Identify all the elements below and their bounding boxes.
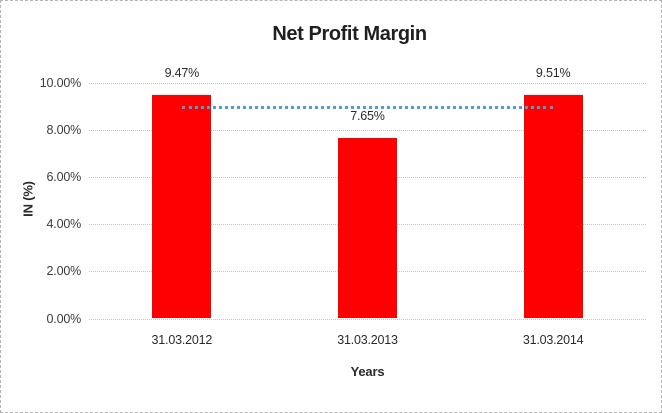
bar-31-03-2014 <box>523 94 583 319</box>
y-tick-label: 2.00% <box>46 264 82 279</box>
bar-31-03-2013 <box>338 138 397 319</box>
y-tick-label: 6.00% <box>46 170 82 185</box>
y-tick-label: 4.00% <box>46 217 82 232</box>
bar-data-label: 9.51% <box>535 65 571 80</box>
x-tick-label: 31.03.2013 <box>337 333 398 347</box>
y-tick-label: 8.00% <box>46 123 82 138</box>
y-gridline <box>89 83 646 84</box>
y-gridline <box>89 130 646 132</box>
trendline <box>181 105 554 109</box>
y-tick-label: 10.00% <box>39 76 81 90</box>
y-tick-label: 0.00% <box>46 311 82 326</box>
chart-title: Net Profit Margin <box>272 23 427 45</box>
x-axis-title: Years <box>350 364 385 379</box>
x-tick-label: 31.03.2014 <box>522 333 584 347</box>
x-tick-label: 31.03.2012 <box>151 333 213 347</box>
bar-data-label: 7.65% <box>350 109 385 124</box>
bar-31-03-2012 <box>152 95 212 319</box>
bar-data-label: 9.47% <box>164 66 200 81</box>
y-gridline <box>89 318 646 320</box>
